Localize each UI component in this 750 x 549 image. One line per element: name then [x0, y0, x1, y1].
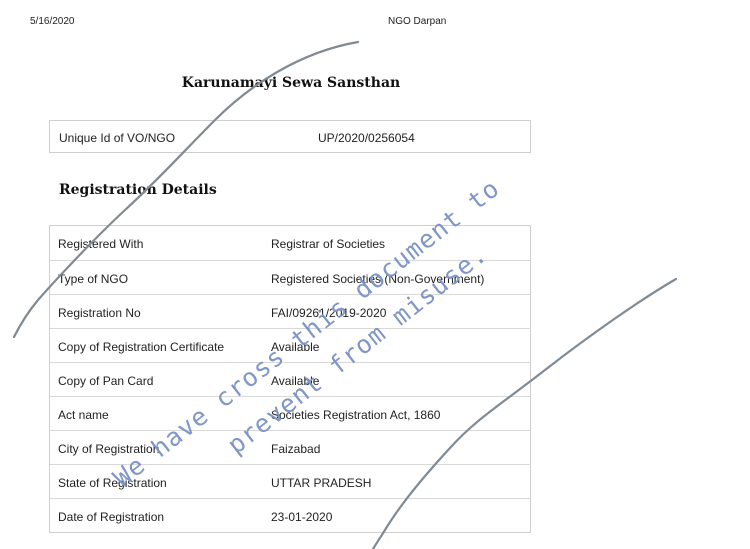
row-value: Societies Registration Act, 1860 [271, 408, 441, 422]
unique-id-value: UP/2020/0256054 [318, 131, 415, 145]
table-row: Registered With Registrar of Societies [50, 226, 530, 260]
row-value: Available [271, 340, 320, 354]
row-value: UTTAR PRADESH [271, 476, 372, 490]
row-label: Registration No [58, 306, 141, 320]
row-label: City of Registration [58, 442, 160, 456]
organization-name: Karunamayi Sewa Sansthan [181, 75, 401, 91]
table-row: Registration No FAI/09261/2019-2020 [50, 294, 530, 328]
row-label: State of Registration [58, 476, 167, 490]
table-row: Copy of Pan Card Available [50, 362, 530, 396]
registration-section-title: Registration Details [59, 182, 217, 198]
row-value: Faizabad [271, 442, 321, 456]
site-title: NGO Darpan [388, 16, 447, 27]
row-value: 23-01-2020 [271, 510, 333, 524]
row-value: FAI/09261/2019-2020 [271, 306, 387, 320]
row-label: Date of Registration [58, 510, 165, 524]
row-value: Available [271, 374, 320, 388]
row-value: Registrar of Societies [271, 237, 386, 251]
unique-id-label: Unique Id of VO/NGO [59, 131, 176, 145]
row-label: Copy of Pan Card [58, 374, 154, 388]
row-label: Act name [58, 408, 109, 422]
unique-id-box: Unique Id of VO/NGO UP/2020/0256054 [49, 120, 531, 153]
row-label: Copy of Registration Certificate [58, 340, 225, 354]
row-label: Registered With [58, 237, 144, 251]
registration-table: Registered With Registrar of Societies T… [49, 225, 531, 533]
table-row: State of Registration UTTAR PRADESH [50, 464, 530, 498]
print-date: 5/16/2020 [30, 16, 75, 27]
table-row: Type of NGO Registered Societies (Non-Go… [50, 260, 530, 294]
table-row: Copy of Registration Certificate Availab… [50, 328, 530, 362]
table-row: Date of Registration 23-01-2020 [50, 498, 530, 532]
row-label: Type of NGO [58, 272, 129, 286]
row-value: Registered Societies (Non-Government) [271, 272, 485, 286]
table-row: City of Registration Faizabad [50, 430, 530, 464]
table-row: Act name Societies Registration Act, 186… [50, 396, 530, 430]
